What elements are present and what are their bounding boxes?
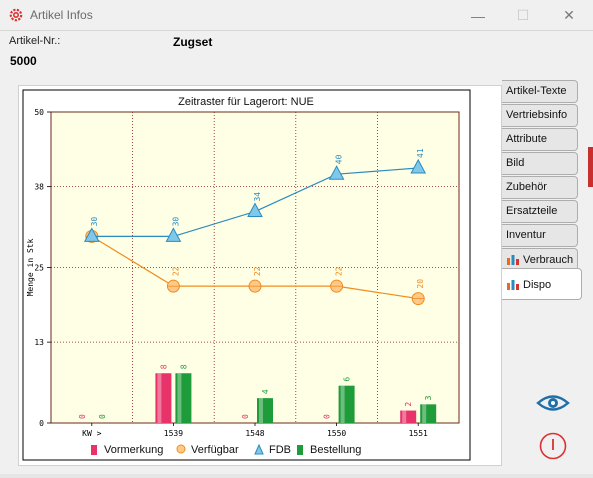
bar-value-label: 0 <box>241 414 250 419</box>
bar-highlight <box>177 373 182 423</box>
x-tick-label: 1548 <box>245 429 264 438</box>
bar-value-label: 0 <box>323 414 332 419</box>
bar-vormerkung <box>155 373 172 423</box>
fdb-point <box>165 227 182 242</box>
y-tick-label: 50 <box>34 108 44 117</box>
bar-highlight <box>422 404 427 423</box>
tab-label: Zubehör <box>506 181 547 193</box>
bar-value-label: 2 <box>404 402 413 407</box>
bar-highlight <box>402 410 407 423</box>
bar-chart-icon <box>507 255 519 265</box>
bar-value-label: 4 <box>261 389 270 394</box>
bar-highlight <box>157 373 162 423</box>
bar-highlight <box>259 398 263 423</box>
window-bottom-edge <box>0 474 593 478</box>
y-tick-label: 38 <box>34 183 44 192</box>
y-axis-label: Menge in Stk <box>26 238 35 296</box>
tab-label: Bild <box>506 157 525 169</box>
line-value-label: 22 <box>253 266 262 276</box>
window-title: Artikel Infos <box>30 8 93 22</box>
line-value-label: 22 <box>171 266 180 276</box>
bar-bestellung <box>420 404 437 423</box>
dispo-chart: Zeitraster für Lagerort: NUE013253850KW … <box>22 89 471 461</box>
title-bar: Artikel Infos — ☐ ✕ <box>0 0 593 31</box>
artikel-name-value: Zugset <box>173 35 213 49</box>
tab-dispo[interactable]: Dispo <box>502 268 582 300</box>
tab-artikel-texte[interactable]: Artikel-Texte <box>502 80 578 103</box>
x-tick-label: 1539 <box>164 429 183 438</box>
artikel-nr-value: 5000 <box>10 54 37 68</box>
chart-title: Zeitraster für Lagerort: NUE <box>178 96 314 108</box>
tab-zubehör[interactable]: Zubehör <box>502 176 578 199</box>
fdb-point <box>83 227 100 242</box>
legend-label: FDB <box>269 444 291 456</box>
bar-value-label: 8 <box>179 364 188 369</box>
bar-value-label: 3 <box>424 395 433 400</box>
line-value-label: 20 <box>416 279 425 289</box>
legend-label: Verfügbar <box>191 444 239 456</box>
tab-ersatzteile[interactable]: Ersatzteile <box>502 200 578 223</box>
bar-value-label: 8 <box>159 364 168 369</box>
line-value-label: 41 <box>416 148 425 158</box>
bar-bestellung <box>338 385 355 423</box>
legend-swatch <box>254 443 264 455</box>
fdb-point <box>247 202 263 218</box>
fdb-point <box>410 158 427 174</box>
line-value-label: 30 <box>90 217 99 227</box>
y-tick-label: 0 <box>39 419 44 428</box>
eye-icon[interactable] <box>536 390 570 416</box>
tab-label: Dispo <box>523 279 552 291</box>
tab-verbrauch[interactable]: Verbrauch <box>502 248 578 271</box>
x-tick-label: 1550 <box>327 429 346 438</box>
bar-bestellung <box>175 373 192 423</box>
line-value-label: 34 <box>253 192 262 202</box>
tab-label: Ersatzteile <box>506 205 558 217</box>
bar-value-label: 6 <box>343 377 352 382</box>
bar-value-label: 0 <box>98 414 107 419</box>
legend-label: Vormerkung <box>104 444 163 456</box>
dispo-chart-panel: Zeitraster für Lagerort: NUE 0 13 25 38 50 KW … <box>18 85 502 466</box>
bar-bestellung <box>257 398 273 423</box>
line-value-label: 40 <box>335 154 344 164</box>
x-tick-label: KW > <box>82 429 101 438</box>
y-tick-label: 13 <box>34 338 44 347</box>
legend-swatch <box>176 444 186 454</box>
tab-vertriebsinfo[interactable]: Vertriebsinfo <box>502 104 578 127</box>
y-tick-label: 25 <box>34 264 44 273</box>
tab-label: Vertriebsinfo <box>506 109 568 121</box>
tab-attribute[interactable]: Attribute <box>502 128 578 151</box>
line-value-label: 30 <box>171 217 180 227</box>
bar-chart-icon <box>507 280 519 290</box>
chart-frame <box>22 89 471 461</box>
maximize-button[interactable]: ☐ <box>516 7 530 23</box>
side-accent <box>588 147 593 187</box>
power-icon[interactable] <box>538 431 568 461</box>
bar-value-label: 0 <box>78 414 87 419</box>
bar-highlight <box>340 385 345 423</box>
gear-icon <box>9 8 23 22</box>
line-value-label: 22 <box>335 266 344 276</box>
artikel-nr-label: Artikel-Nr.: <box>9 35 61 47</box>
tab-label: Attribute <box>506 133 547 145</box>
bar-vormerkung <box>400 410 417 423</box>
close-button[interactable]: ✕ <box>563 7 575 23</box>
x-tick-label: 1551 <box>409 429 428 438</box>
tab-label: Artikel-Texte <box>506 85 567 97</box>
fdb-point <box>328 165 345 180</box>
minimize-button[interactable]: — <box>471 7 485 24</box>
tab-inventur[interactable]: Inventur <box>502 224 578 247</box>
tab-label: Verbrauch <box>523 254 574 266</box>
legend-label: Bestellung <box>310 444 361 456</box>
tab-label: Inventur <box>506 229 546 241</box>
legend-swatch <box>91 445 97 455</box>
legend-swatch <box>297 445 303 455</box>
tab-bild[interactable]: Bild <box>502 152 578 175</box>
